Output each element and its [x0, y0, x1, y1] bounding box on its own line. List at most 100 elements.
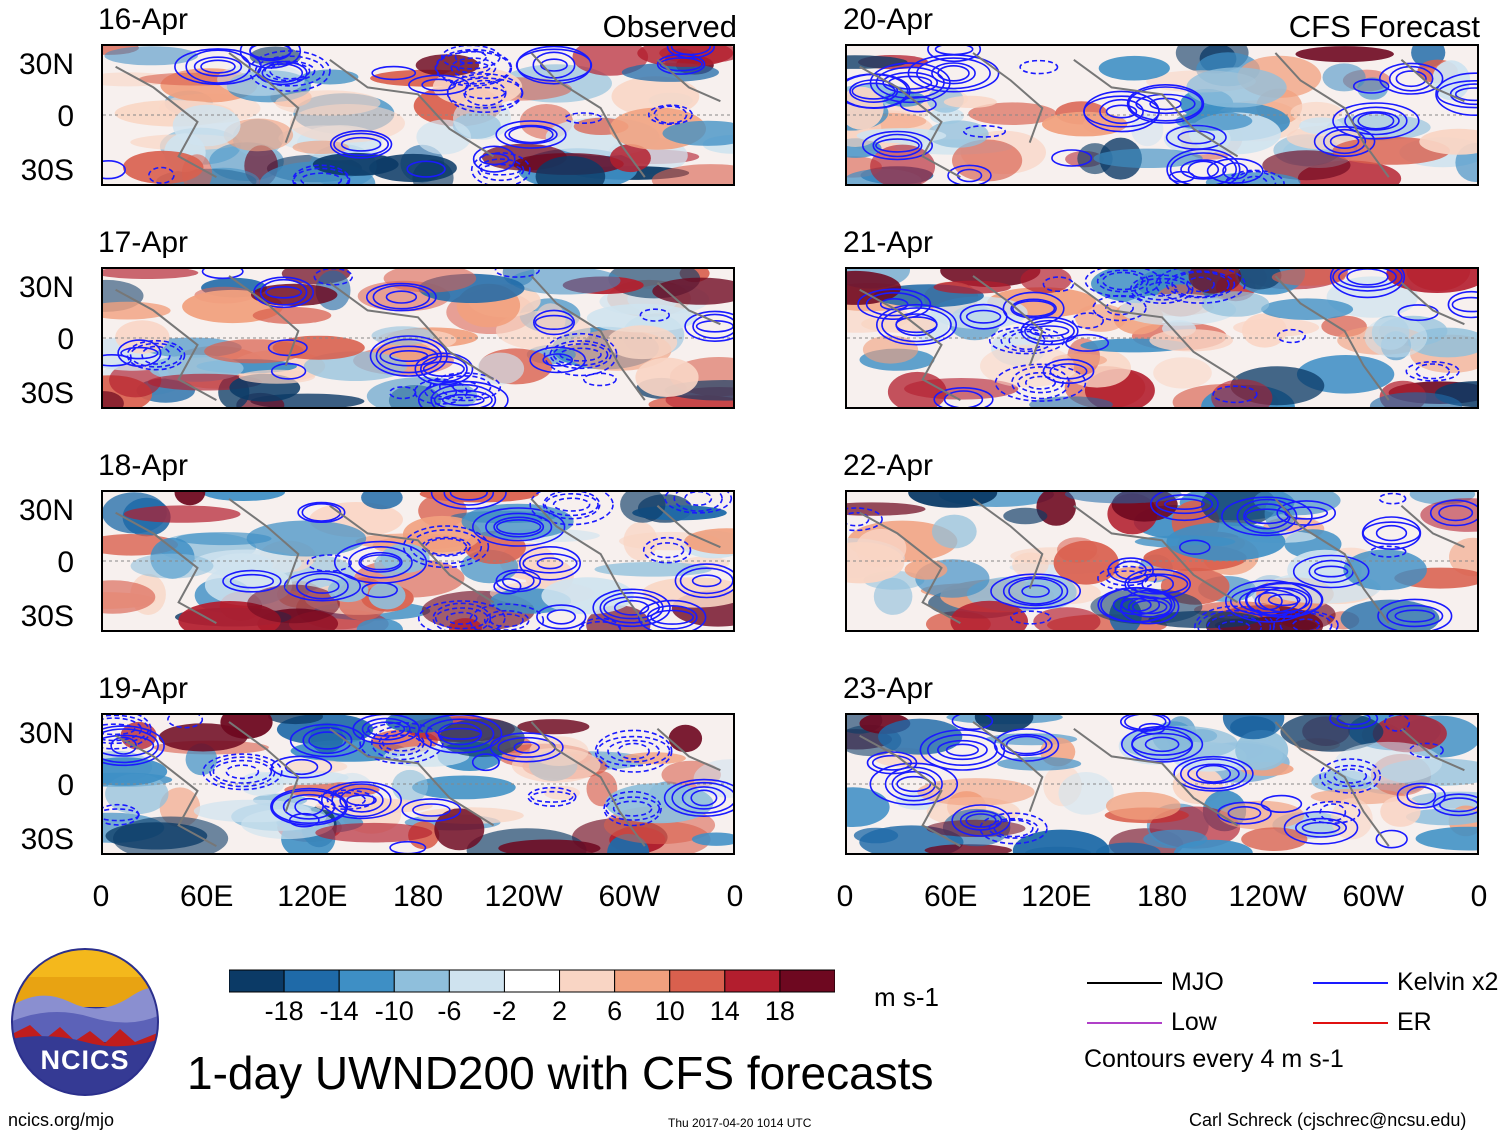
wind-anomaly-blob: [1419, 128, 1477, 155]
legend-line: [1087, 982, 1162, 984]
kelvin-contour: [1260, 794, 1303, 813]
wind-anomaly-blob: [861, 315, 938, 333]
coastline: [859, 511, 961, 624]
wind-anomaly-blob: [943, 95, 997, 108]
kelvin-contour: [1409, 742, 1444, 759]
kelvin-contour: [847, 511, 870, 527]
kelvin-contour: [543, 332, 618, 377]
map-panel: [101, 267, 735, 409]
kelvin-contour: [317, 789, 375, 810]
colorbar-swatch: [448, 969, 505, 993]
wind-anomaly-blob: [870, 144, 936, 184]
kelvin-contour: [1267, 593, 1301, 607]
coastline: [972, 275, 1044, 366]
kelvin-contour: [1384, 715, 1410, 732]
kelvin-contour: [1245, 581, 1324, 619]
kelvin-contour: [417, 715, 503, 754]
kelvin-contour: [1127, 86, 1203, 122]
coastline: [656, 59, 721, 103]
kelvin-contour: [212, 759, 273, 784]
wind-anomaly-blob: [202, 492, 285, 501]
wind-anomaly-blob: [416, 119, 472, 155]
footer-credit: Carl Schreck (cjschrec@ncsu.edu): [1189, 1110, 1467, 1130]
kelvin-contour: [988, 817, 1039, 839]
panel-date: 16-Apr: [98, 3, 189, 36]
kelvin-contour: [120, 346, 159, 360]
wind-anomaly-blob: [968, 102, 1057, 125]
lat-tick-label: 30N: [18, 271, 74, 304]
kelvin-contour: [684, 310, 733, 342]
coastline: [329, 504, 495, 604]
kelvin-contour: [1107, 557, 1155, 584]
wind-anomaly-blob: [223, 118, 294, 152]
lon-tick-label: 0: [726, 880, 744, 913]
ncics-logo[interactable]: NCICS: [10, 947, 160, 1102]
kelvin-contour: [437, 722, 483, 746]
kelvin-contour: [361, 581, 399, 599]
kelvin-contour: [670, 46, 711, 56]
kelvin-contour: [1406, 786, 1437, 806]
kelvin-contour: [927, 46, 982, 63]
kelvin-contour: [536, 604, 587, 630]
kelvin-contour: [1378, 62, 1444, 95]
kelvin-contour: [1129, 274, 1194, 305]
wind-anomaly-blob: [204, 339, 304, 364]
kelvin-contour: [679, 567, 733, 595]
lat-tick-label: 0: [57, 546, 74, 579]
lat-tick-label: 30S: [20, 823, 74, 856]
wind-anomaly-blob: [1415, 826, 1477, 851]
kelvin-contour: [1221, 496, 1313, 537]
wind-anomaly-blob: [356, 618, 403, 630]
kelvin-contour: [1012, 300, 1056, 318]
kelvin-contour: [1324, 764, 1377, 788]
kelvin-contour: [945, 743, 979, 757]
kelvin-contour: [434, 48, 513, 87]
kelvin-contour: [401, 798, 462, 822]
wind-anomaly-blob: [924, 844, 1012, 853]
kelvin-contour: [681, 786, 727, 810]
kelvin-contour: [412, 803, 451, 817]
kelvin-contour: [329, 130, 393, 159]
wind-anomaly-blob: [642, 577, 733, 608]
wind-anomaly-blob: [220, 715, 273, 739]
coastline: [115, 734, 217, 847]
kelvin-contour: [229, 573, 275, 589]
footer-url[interactable]: ncics.org/mjo: [8, 1110, 115, 1130]
wind-anomaly-blob: [917, 778, 1035, 806]
legend-line: [1087, 1022, 1162, 1024]
kelvin-contour: [200, 59, 236, 74]
kelvin-contour: [594, 729, 673, 773]
wind-anomaly-blob: [1172, 766, 1224, 805]
kelvin-contour: [534, 314, 574, 331]
colorbar-swatch: [228, 969, 285, 993]
kelvin-contour: [1375, 829, 1408, 849]
kelvin-contour: [508, 125, 554, 144]
kelvin-contour: [1002, 576, 1069, 607]
coastline: [1400, 728, 1465, 772]
kelvin-contour: [1042, 276, 1075, 293]
kelvin-contour: [881, 307, 952, 343]
coastline: [656, 728, 721, 772]
kelvin-contour: [103, 354, 132, 367]
wind-anomaly-blob: [251, 283, 338, 306]
kelvin-contour: [1133, 277, 1190, 301]
wind-anomaly-blob: [847, 787, 890, 827]
lon-tick-label: 120W: [1228, 880, 1307, 913]
kelvin-contour: [1197, 609, 1272, 630]
kelvin-contour: [201, 269, 244, 280]
wind-anomaly-blob: [693, 759, 733, 798]
coastline: [530, 721, 646, 847]
wind-anomaly-blob: [1029, 396, 1113, 407]
kelvin-contour: [1438, 504, 1474, 522]
kelvin-contour: [1000, 733, 1053, 757]
colorbar-tick-label: 14: [709, 996, 740, 1026]
wind-anomaly-blob: [103, 269, 199, 279]
kelvin-contour: [872, 133, 923, 158]
kelvin-contour: [469, 603, 545, 630]
legend-line: [1313, 1022, 1388, 1024]
kelvin-contour: [1241, 175, 1269, 184]
kelvin-contour: [865, 292, 923, 317]
kelvin-contour: [1276, 328, 1306, 344]
kelvin-contour: [1120, 589, 1180, 625]
kelvin-contour: [1121, 725, 1204, 763]
